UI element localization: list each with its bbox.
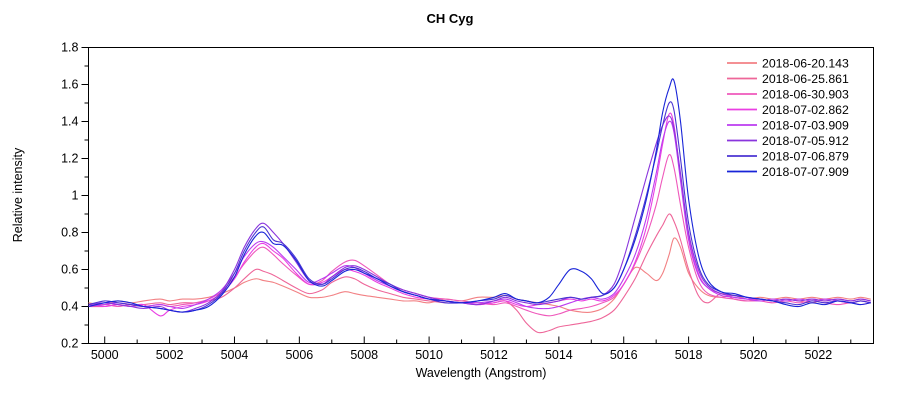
y-tick-label: 1.2: [61, 152, 78, 166]
y-tick-label: 0.6: [61, 263, 78, 277]
legend-label: 2018-07-06.879: [762, 149, 849, 163]
legend-label: 2018-06-30.903: [762, 87, 849, 101]
legend-item: 2018-07-06.879: [727, 149, 849, 163]
x-tick-label: 5018: [675, 348, 703, 362]
legend-item: 2018-06-20.143: [727, 56, 849, 70]
x-tick-label: 5000: [91, 348, 119, 362]
series-line: [88, 101, 871, 313]
y-tick-label: 1.6: [61, 78, 78, 92]
y-tick-label: 1: [72, 189, 79, 203]
x-axis-label: Wavelength (Angstrom): [415, 366, 547, 380]
legend-item: 2018-06-25.861: [727, 72, 849, 86]
x-tick-label: 5004: [221, 348, 249, 362]
legend-item: 2018-07-02.862: [727, 103, 849, 117]
series-line: [88, 213, 871, 334]
legend-item: 2018-07-07.909: [727, 165, 849, 179]
legend-item: 2018-07-03.909: [727, 118, 849, 132]
legend: 2018-06-20.143 2018-06-25.8612018-06-30.9…: [727, 56, 849, 179]
legend-label: 2018-07-02.862: [762, 103, 849, 117]
x-tick-label: 5010: [415, 348, 443, 362]
legend-label: 2018-06-25.861: [762, 72, 849, 86]
legend-item: 2018-06-30.903: [727, 87, 849, 101]
x-tick-label: 5012: [480, 348, 508, 362]
legend-item: 2018-07-05.912: [727, 134, 849, 148]
x-tick-label: 5016: [610, 348, 638, 362]
x-tick-label: 5008: [350, 348, 378, 362]
series-line: [88, 78, 871, 313]
legend-label: 2018-06-20.143: [762, 56, 849, 70]
chart-title: CH Cyg: [426, 11, 474, 26]
series-line: [88, 120, 871, 310]
y-tick-label: 0.2: [61, 337, 78, 351]
x-tick-label: 5002: [156, 348, 184, 362]
legend-label: 2018-07-07.909: [762, 165, 849, 179]
series-group: [88, 78, 871, 334]
series-line: [88, 154, 871, 317]
x-tick-label: 5020: [740, 348, 768, 362]
y-tick-label: 1.4: [61, 115, 78, 129]
x-tick-label: 5014: [545, 348, 573, 362]
legend-label: 2018-07-03.909: [762, 118, 849, 132]
legend-label: 2018-07-05.912: [762, 134, 849, 148]
y-tick-label: 0.8: [61, 226, 78, 240]
series-line: [88, 112, 871, 317]
y-tick-label: 0.4: [61, 300, 78, 314]
series-line: [88, 115, 871, 313]
x-tick-label: 5022: [804, 348, 832, 362]
x-tick-label: 5006: [285, 348, 313, 362]
y-tick-label: 1.8: [61, 41, 78, 55]
